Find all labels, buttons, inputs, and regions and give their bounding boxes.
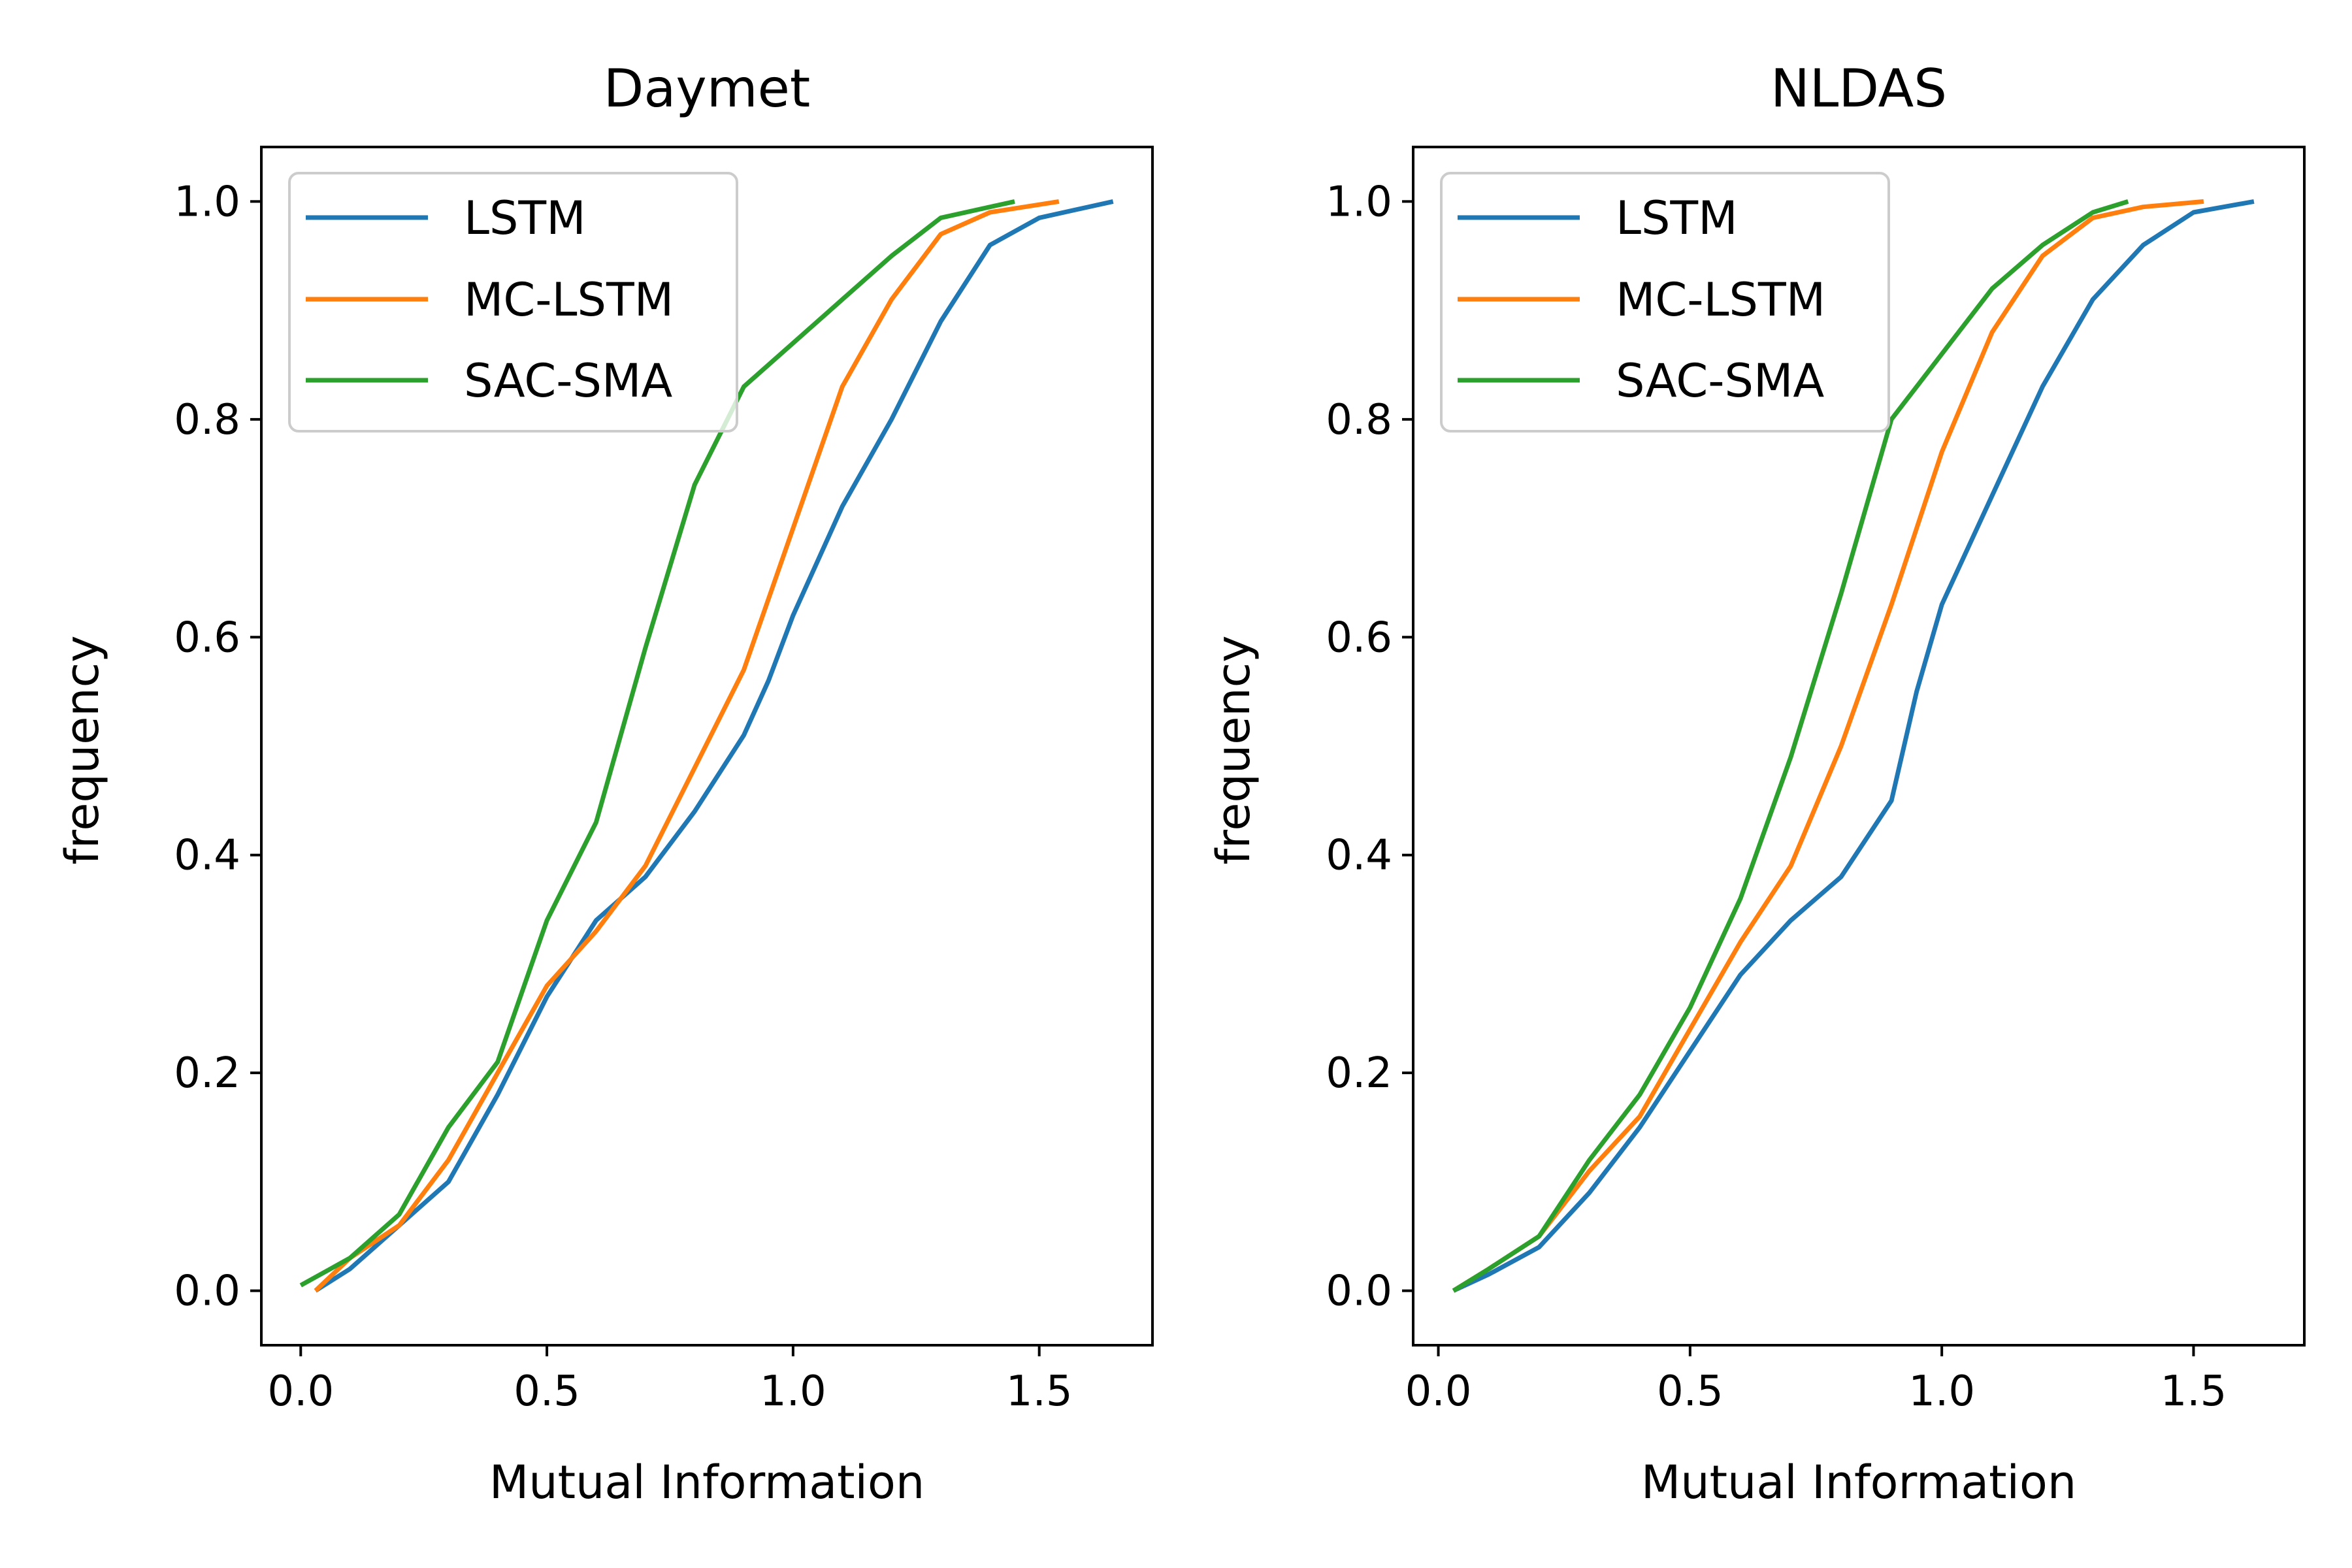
nldas-x-axis-label: Mutual Information (1641, 1456, 2076, 1509)
nldas-legend-box (1440, 172, 1890, 433)
nldas-legend-label-sac-sma: SAC-SMA (1616, 354, 1824, 408)
daymet-x-tick-label-3: 1.5 (1006, 1367, 1073, 1416)
daymet-legend: LSTM MC-LSTM SAC-SMA (288, 172, 738, 433)
daymet-legend-label-lstm: LSTM (464, 191, 586, 245)
nldas-y-tick-label-2: 0.4 (1326, 832, 1392, 880)
nldas-y-tick-label-1: 0.2 (1326, 1049, 1392, 1098)
nldas-x-tick-label-2: 1.0 (1908, 1367, 1975, 1416)
daymet-ticks: 0.0 0.5 1.0 1.5 0.0 0.2 0.4 0.6 0.8 1.0 (174, 178, 1072, 1416)
nldas-panel: NLDAS Mutual Information frequency 0.0 0.… (1207, 58, 2306, 1509)
daymet-line-mc-lstm (314, 199, 1060, 1293)
nldas-line-sac-sma (1452, 199, 2129, 1293)
daymet-line-sac-sma (299, 199, 1015, 1288)
nldas-line-mc-lstm (1452, 199, 2204, 1293)
daymet-y-tick-label-3: 0.6 (174, 613, 240, 662)
nldas-ticks: 0.0 0.5 1.0 1.5 0.0 0.2 0.4 0.6 0.8 1.0 (1326, 178, 2227, 1416)
nldas-line-lstm (1452, 199, 2255, 1293)
daymet-line-lstm (314, 199, 1114, 1293)
nldas-x-tick-label-3: 1.5 (2161, 1367, 2227, 1416)
daymet-lines (299, 199, 1114, 1293)
daymet-panel: Daymet Mutual Information frequency 0.0 0… (56, 58, 1154, 1509)
daymet-x-axis-label: Mutual Information (489, 1456, 924, 1509)
nldas-y-tick-label-0: 0.0 (1326, 1267, 1392, 1316)
nldas-y-axis-label: frequency (1207, 635, 1260, 864)
daymet-x-tick-label-1: 0.5 (514, 1367, 580, 1416)
nldas-title: NLDAS (1771, 58, 1947, 119)
daymet-legend-label-mc-lstm: MC-LSTM (464, 273, 674, 327)
nldas-legend: LSTM MC-LSTM SAC-SMA (1440, 172, 1890, 433)
daymet-y-tick-label-2: 0.4 (174, 832, 240, 880)
nldas-y-tick-label-3: 0.6 (1326, 613, 1392, 662)
nldas-legend-label-lstm: LSTM (1616, 191, 1738, 245)
daymet-y-tick-label-4: 0.8 (174, 396, 240, 444)
daymet-legend-label-sac-sma: SAC-SMA (464, 354, 672, 408)
nldas-y-tick-label-5: 1.0 (1326, 178, 1392, 226)
daymet-axes-frame (260, 146, 1154, 1347)
daymet-x-tick-label-2: 1.0 (760, 1367, 826, 1416)
nldas-legend-label-mc-lstm: MC-LSTM (1616, 273, 1825, 327)
daymet-title: Daymet (604, 58, 810, 119)
nldas-lines (1452, 199, 2255, 1293)
nldas-y-tick-label-4: 0.8 (1326, 396, 1392, 444)
daymet-y-tick-label-1: 0.2 (174, 1049, 240, 1098)
daymet-x-tick-label-0: 0.0 (267, 1367, 334, 1416)
nldas-axes-frame (1412, 146, 2306, 1347)
nldas-x-tick-label-0: 0.0 (1405, 1367, 1472, 1416)
nldas-x-tick-label-1: 0.5 (1657, 1367, 1723, 1416)
daymet-y-tick-label-5: 1.0 (174, 178, 240, 226)
daymet-y-tick-label-0: 0.0 (174, 1267, 240, 1316)
daymet-y-axis-label: frequency (56, 635, 109, 864)
daymet-legend-box (288, 172, 738, 433)
